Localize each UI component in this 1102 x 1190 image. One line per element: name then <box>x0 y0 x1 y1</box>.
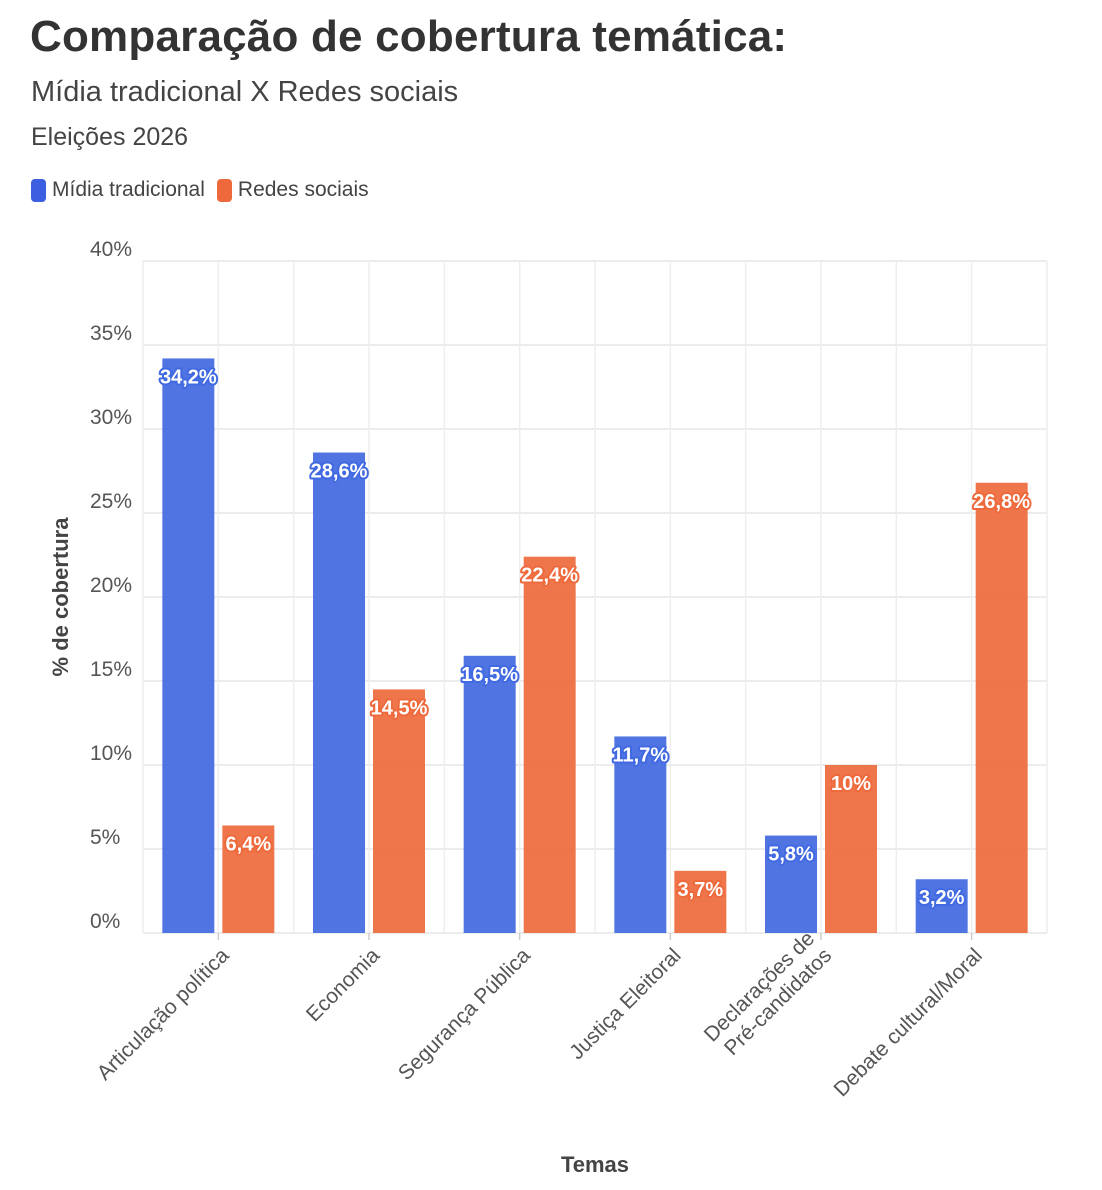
y-tick-label: 25% <box>90 490 132 513</box>
x-tick-label: Justiça Eleitoral <box>565 944 685 1064</box>
bar-redes[interactable] <box>373 689 425 933</box>
legend-label-redes: Redes sociais <box>237 178 369 201</box>
y-tick-label: 15% <box>90 658 132 681</box>
x-tick-label-line: Articulação política <box>93 944 234 1085</box>
data-labels: 34,2% 28,6% 16,5% 11,7% 5,8% 3,2% 6,4% 14,5% 22,… <box>158 364 1032 911</box>
legend: Mídia tradicional Redes sociais <box>31 178 381 202</box>
bar-midia[interactable] <box>463 655 516 933</box>
legend-swatch-redes <box>216 178 232 202</box>
legend-label-midia: Mídia tradicional <box>52 178 205 201</box>
x-tick-label: Debate cultural/Moral <box>829 944 986 1101</box>
bar-midia[interactable] <box>765 835 817 933</box>
y-tick-label: 10% <box>90 742 132 765</box>
x-tick-label: Economia <box>302 944 385 1027</box>
data-label: 3,7% <box>678 879 724 901</box>
x-tick-label-line: Economia <box>302 944 385 1027</box>
data-label: 34,2% <box>160 366 217 388</box>
bar-midia[interactable] <box>162 358 215 933</box>
y-tick-label: 40% <box>90 238 132 261</box>
data-label: 5,8% <box>768 844 814 866</box>
x-axis-title: Temas <box>561 1152 629 1177</box>
y-tick-label: 35% <box>90 322 132 345</box>
bar-redes[interactable] <box>825 765 877 933</box>
y-axis-title: % de cobertura <box>48 517 73 677</box>
chart-subtitle: Mídia tradicional X Redes sociais <box>31 76 459 108</box>
data-label: 26,8% <box>973 491 1030 513</box>
x-tick-label-line: Debate cultural/Moral <box>829 944 986 1101</box>
bar-midia[interactable] <box>915 879 968 933</box>
y-tick-label: 30% <box>90 406 132 429</box>
data-label: 10% <box>831 773 871 795</box>
data-label: 28,6% <box>311 461 368 483</box>
x-tick-label: Segurança Pública <box>394 944 535 1085</box>
chart-title: Comparação de cobertura temática: <box>30 12 788 61</box>
data-label: 16,5% <box>461 664 518 686</box>
bar-redes[interactable] <box>222 825 275 933</box>
x-tick-label-line: Segurança Pública <box>394 944 535 1085</box>
x-tick-labels: Articulação política Economia Segurança Pú… <box>93 927 987 1101</box>
data-label: 6,4% <box>226 833 272 855</box>
y-tick-label: 0% <box>90 910 120 933</box>
y-tick-label: 20% <box>90 574 132 597</box>
grid-layer <box>142 260 1048 940</box>
bar-redes[interactable] <box>523 556 576 933</box>
y-tick-label: 5% <box>90 826 120 849</box>
data-label: 14,5% <box>371 697 428 719</box>
x-tick-label: Articulação política <box>93 944 234 1085</box>
data-label: 22,4% <box>521 565 578 587</box>
legend-swatch-midia <box>31 178 46 202</box>
bar-midia[interactable] <box>614 736 667 933</box>
chart-subtitle-year: Eleições 2026 <box>31 123 189 151</box>
bar-midia[interactable] <box>313 452 365 933</box>
x-tick-label-line: Justiça Eleitoral <box>565 944 685 1064</box>
bars <box>162 358 1028 933</box>
data-label: 11,7% <box>613 744 669 766</box>
y-tick-labels: 0% 5% 10% 15% 20% 25% 30% 35% 40% <box>90 238 132 933</box>
legend-item-midia[interactable]: Mídia tradicional <box>31 178 205 202</box>
data-label: 3,2% <box>919 887 965 909</box>
legend-item-redes[interactable]: Redes sociais <box>216 178 369 202</box>
bar-redes[interactable] <box>975 482 1028 933</box>
bar-redes[interactable] <box>674 870 727 933</box>
